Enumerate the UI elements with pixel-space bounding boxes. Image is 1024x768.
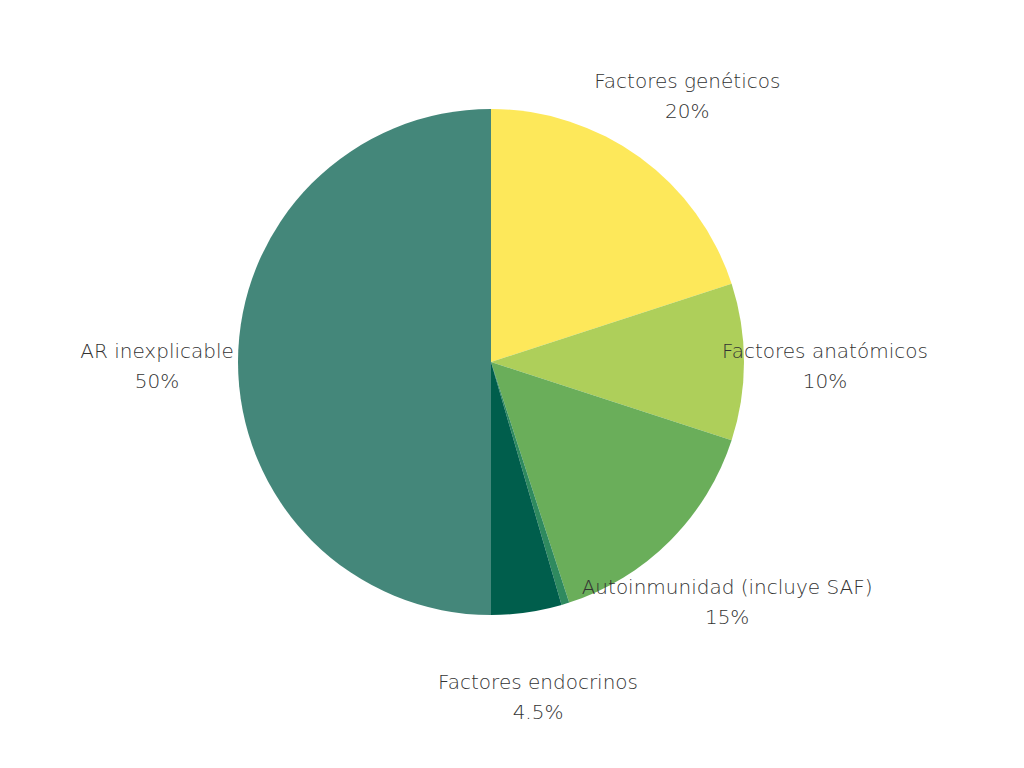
svg-text:Factores genéticos20%: Factores genéticos20% [594,69,780,123]
svg-text:Autoinmunidad (incluye SAF)15%: Autoinmunidad (incluye SAF)15% [582,575,873,629]
svg-text:Factores endocrinos4.5%: Factores endocrinos4.5% [438,670,638,724]
svg-text:AR inexplicable50%: AR inexplicable50% [80,339,234,393]
svg-text:Factores anatómicos10%: Factores anatómicos10% [722,339,928,393]
